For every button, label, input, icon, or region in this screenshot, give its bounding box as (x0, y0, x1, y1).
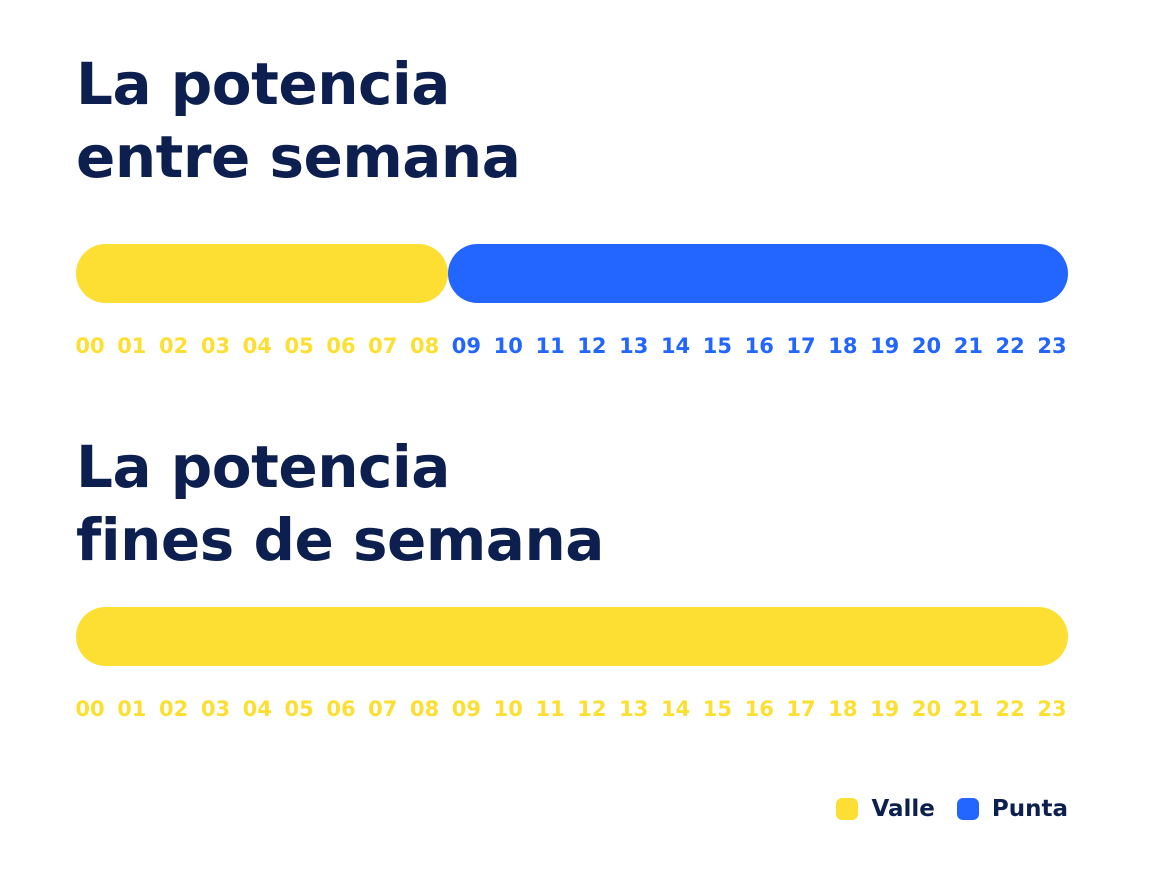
hour-tick-label: 00 (75, 697, 105, 721)
period-segment-valle (76, 244, 448, 303)
hour-tick-label: 00 (75, 334, 105, 358)
hour-tick-label: 13 (619, 334, 649, 358)
hour-tick-label: 01 (117, 334, 147, 358)
hour-tick-label: 03 (200, 697, 231, 721)
weekend-title-line-1: La potencia (76, 433, 450, 501)
hour-tick-label: 01 (117, 697, 147, 721)
hour-tick-label: 21 (953, 697, 983, 721)
legend-label-valle: Valle (871, 796, 935, 822)
hour-tick-label: 06 (326, 697, 356, 721)
weekend-bar (76, 607, 1068, 666)
hour-tick-label: 08 (409, 334, 440, 358)
hour-tick-label: 20 (911, 334, 942, 358)
hour-tick-label: 07 (368, 697, 398, 721)
hour-tick-label: 04 (242, 334, 272, 358)
hour-tick-label: 06 (326, 334, 356, 358)
weekend-hour-ticks: 00 01 02 03 04 05 06 07 08 09 10 11 12 13 14 15 16 17 18 19… (75, 696, 1068, 722)
hour-tick-label: 04 (242, 697, 272, 721)
hour-tick-label: 12 (577, 334, 607, 358)
hour-tick-label: 11 (535, 697, 565, 721)
hour-tick-label: 07 (368, 334, 398, 358)
hour-tick-label: 17 (786, 334, 816, 358)
hour-tick-label: 23 (1037, 334, 1067, 358)
legend-label-punta: Punta (991, 796, 1068, 822)
hour-tick-label: 16 (744, 697, 774, 721)
hour-tick-label: 05 (284, 697, 314, 721)
period-segment-punta (448, 244, 1068, 303)
weekday-hour-ticks: 00 01 02 03 04 05 06 07 08 09 10 11 12 13 14 15 16 17 18 19… (75, 333, 1068, 359)
hour-tick-label: 19 (870, 697, 900, 721)
hour-tick-label: 19 (870, 334, 900, 358)
hour-tick-label: 18 (828, 334, 858, 358)
hour-tick-label: 09 (451, 697, 482, 721)
hour-tick-label: 03 (200, 334, 231, 358)
weekend-title-line-2: fines de semana (76, 506, 604, 574)
weekday-title-line-2: entre semana (76, 123, 521, 191)
hour-tick-label: 23 (1037, 697, 1067, 721)
weekday-title: La potencia entre semana (76, 48, 1068, 194)
period-segment-valle (76, 607, 1068, 666)
hour-tick-label: 18 (828, 697, 858, 721)
hour-tick-label: 21 (953, 334, 983, 358)
hour-tick-label: 16 (744, 334, 774, 358)
legend-swatch-punta (956, 798, 979, 820)
legend-swatch-valle (836, 798, 859, 820)
legend: Valle Punta (836, 795, 1068, 823)
legend-item-punta: Punta (956, 795, 1068, 823)
hour-tick-label: 14 (660, 697, 691, 721)
legend-item-valle: Valle (836, 795, 935, 823)
weekday-bar (76, 244, 1068, 303)
hour-tick-label: 20 (911, 697, 942, 721)
weekday-title-line-1: La potencia (76, 50, 450, 118)
weekday-section: La potencia entre semana 00 01 02 03 04 05 06 0… (75, 48, 1068, 359)
weekend-section: La potencia fines de semana 00 01 02 03 04 05… (75, 431, 1068, 722)
hour-tick-label: 15 (702, 697, 733, 721)
hour-tick-label: 09 (451, 334, 482, 358)
hour-tick-label: 22 (995, 334, 1025, 358)
hour-tick-label: 08 (409, 697, 440, 721)
hour-tick-label: 13 (619, 697, 649, 721)
hour-tick-label: 22 (995, 697, 1025, 721)
hour-tick-label: 02 (159, 334, 189, 358)
hour-tick-label: 02 (159, 697, 189, 721)
hour-tick-label: 05 (284, 334, 314, 358)
weekend-title: La potencia fines de semana (76, 431, 1068, 577)
hour-tick-label: 12 (577, 697, 607, 721)
hour-tick-label: 10 (493, 697, 523, 721)
hour-tick-label: 17 (786, 697, 816, 721)
hour-tick-label: 11 (535, 334, 565, 358)
hour-tick-label: 14 (660, 334, 691, 358)
hour-tick-label: 15 (702, 334, 733, 358)
hour-tick-label: 10 (493, 334, 523, 358)
